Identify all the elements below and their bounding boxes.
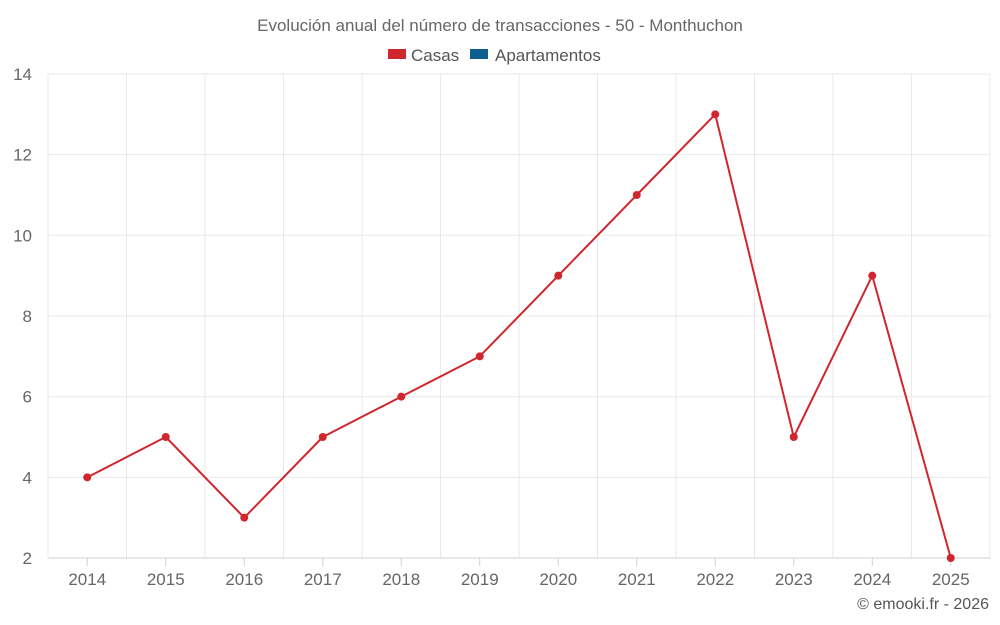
y-tick-label: 14 — [13, 65, 32, 84]
x-tick-label: 2016 — [225, 570, 263, 589]
y-tick-label: 12 — [13, 146, 32, 165]
legend-swatch-casas — [388, 49, 406, 59]
y-tick-label: 2 — [23, 549, 32, 568]
y-tick-label: 10 — [13, 226, 32, 245]
credit-text: © emooki.fr - 2026 — [857, 596, 989, 613]
x-tick-label: 2019 — [461, 570, 499, 589]
data-point[interactable] — [240, 513, 249, 522]
data-point[interactable] — [554, 271, 563, 280]
data-point[interactable] — [946, 554, 955, 562]
data-point[interactable] — [397, 392, 406, 401]
x-tick-label: 2021 — [618, 570, 656, 589]
legend-label-apartamentos: Apartamentos — [495, 46, 601, 65]
legend-swatch-apartamentos — [470, 49, 488, 59]
axes: 2 4 6 8 10 12 14 2014 2015 2016 2017 2018 2019 2020 20… — [13, 65, 990, 589]
x-tick-label: 2014 — [68, 570, 106, 589]
x-tick-label: 2023 — [775, 570, 813, 589]
y-tick-label: 8 — [23, 307, 32, 326]
y-tick-label: 6 — [23, 388, 32, 407]
data-point[interactable] — [161, 433, 170, 441]
legend: Casas Apartamentos — [388, 46, 601, 65]
x-tick-label: 2015 — [147, 570, 185, 589]
x-tick-label: 2025 — [932, 570, 970, 589]
chart-title: Evolución anual del número de transaccio… — [257, 16, 743, 35]
x-tick-label: 2018 — [382, 570, 420, 589]
x-tick-label: 2017 — [304, 570, 342, 589]
legend-item-apartamentos[interactable]: Apartamentos — [470, 46, 601, 65]
legend-label-casas: Casas — [411, 46, 459, 65]
data-point[interactable] — [868, 271, 877, 280]
data-point[interactable] — [711, 110, 720, 119]
data-point[interactable] — [475, 352, 484, 361]
y-tick-label: 4 — [23, 468, 32, 487]
data-point[interactable] — [632, 191, 641, 199]
data-point[interactable] — [789, 433, 798, 441]
data-point[interactable] — [83, 473, 92, 482]
legend-item-casas[interactable]: Casas — [388, 46, 459, 65]
x-tick-label: 2022 — [696, 570, 734, 589]
data-point[interactable] — [318, 433, 327, 441]
series-casas — [83, 110, 955, 562]
series-line-casas — [86, 113, 952, 559]
x-tick-label: 2024 — [853, 570, 891, 589]
x-tick-label: 2020 — [539, 570, 577, 589]
